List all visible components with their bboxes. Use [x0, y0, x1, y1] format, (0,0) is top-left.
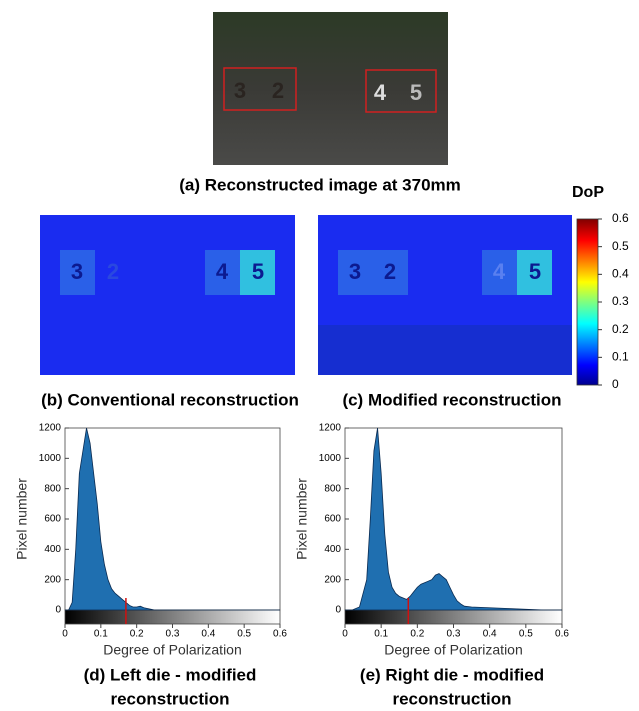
colorbar-tick-label: 0.2: [612, 322, 629, 336]
y-tick-label: 600: [44, 514, 61, 525]
y-tick-label: 0: [335, 605, 341, 616]
y-tick-label: 1200: [319, 423, 342, 434]
die-digit: 2: [107, 259, 119, 284]
die: [60, 250, 95, 295]
colorbar-label: DoP: [572, 184, 604, 201]
die-digit: 3: [349, 259, 361, 284]
die: [205, 250, 240, 295]
x-axis-label: Degree of Polarization: [103, 642, 242, 658]
colorbar-tick-label: 0.3: [612, 294, 629, 308]
y-tick-label: 400: [324, 544, 341, 555]
x-tick-label: 0.5: [237, 629, 251, 640]
x-axis-label: Degree of Polarization: [384, 642, 523, 658]
caption: (a) Reconstructed image at 370mm: [179, 175, 461, 194]
colorbar-tick-label: 0: [612, 377, 619, 391]
die: [373, 250, 408, 295]
die-digit: 5: [410, 80, 422, 105]
x-tick-label: 0.3: [166, 629, 180, 640]
photo: [213, 12, 448, 165]
x-tick-label: 0.6: [555, 629, 569, 640]
die-digit: 2: [272, 78, 284, 103]
y-tick-label: 200: [44, 574, 61, 585]
x-tick-label: 0.2: [130, 629, 144, 640]
die-digit: 4: [493, 259, 506, 284]
colorbar: [576, 218, 599, 386]
caption: reconstruction: [392, 689, 511, 708]
x-tick-label: 0.6: [273, 629, 287, 640]
die: [338, 250, 373, 295]
y-tick-label: 1000: [39, 453, 62, 464]
die-digit: 5: [529, 259, 541, 284]
histogram-area: [345, 427, 562, 611]
x-tick-label: 0.1: [374, 629, 388, 640]
caption: (c) Modified reconstruction: [342, 390, 561, 409]
die-digit: 4: [216, 259, 229, 284]
x-tick-label: 0.2: [410, 629, 424, 640]
y-tick-label: 200: [324, 574, 341, 585]
caption: (e) Right die - modified: [360, 665, 544, 684]
noise: [318, 325, 572, 375]
x-tick-label: 0.5: [519, 629, 533, 640]
histogram-area: [65, 427, 280, 611]
die-digit: 3: [71, 259, 83, 284]
y-tick-label: 1200: [39, 423, 62, 434]
die-digit: 4: [374, 80, 387, 105]
y-tick-label: 0: [55, 605, 61, 616]
roi-box: [365, 69, 437, 113]
y-axis-label: Pixel number: [294, 478, 310, 560]
x-tick-label: 0.1: [94, 629, 108, 640]
y-tick-label: 600: [324, 514, 341, 525]
y-axis-label: Pixel number: [14, 478, 30, 560]
colorbar-tick-label: 0.6: [612, 211, 629, 225]
colorbar-tick-label: 0.1: [612, 350, 629, 364]
y-tick-label: 400: [44, 544, 61, 555]
colorbar-tick-label: 0.5: [612, 239, 629, 253]
caption: reconstruction: [110, 689, 229, 708]
die: [517, 250, 552, 295]
y-tick-label: 800: [44, 483, 61, 494]
y-tick-label: 1000: [319, 453, 342, 464]
caption: (d) Left die - modified: [84, 665, 257, 684]
die-digit: 3: [234, 78, 246, 103]
dop-scale-bar: [64, 609, 281, 625]
x-tick-label: 0.3: [447, 629, 461, 640]
x-tick-label: 0.4: [201, 629, 215, 640]
x-tick-label: 0: [62, 629, 68, 640]
dop-scale-bar: [344, 609, 563, 625]
colorbar-tick-label: 0.4: [612, 267, 629, 281]
die: [482, 250, 517, 295]
x-tick-label: 0.4: [483, 629, 497, 640]
die: [240, 250, 275, 295]
x-tick-label: 0: [342, 629, 348, 640]
roi-box: [223, 67, 297, 111]
die-digit: 5: [252, 259, 264, 284]
die-digit: 2: [384, 259, 396, 284]
caption: (b) Conventional reconstruction: [41, 390, 299, 409]
y-tick-label: 800: [324, 483, 341, 494]
